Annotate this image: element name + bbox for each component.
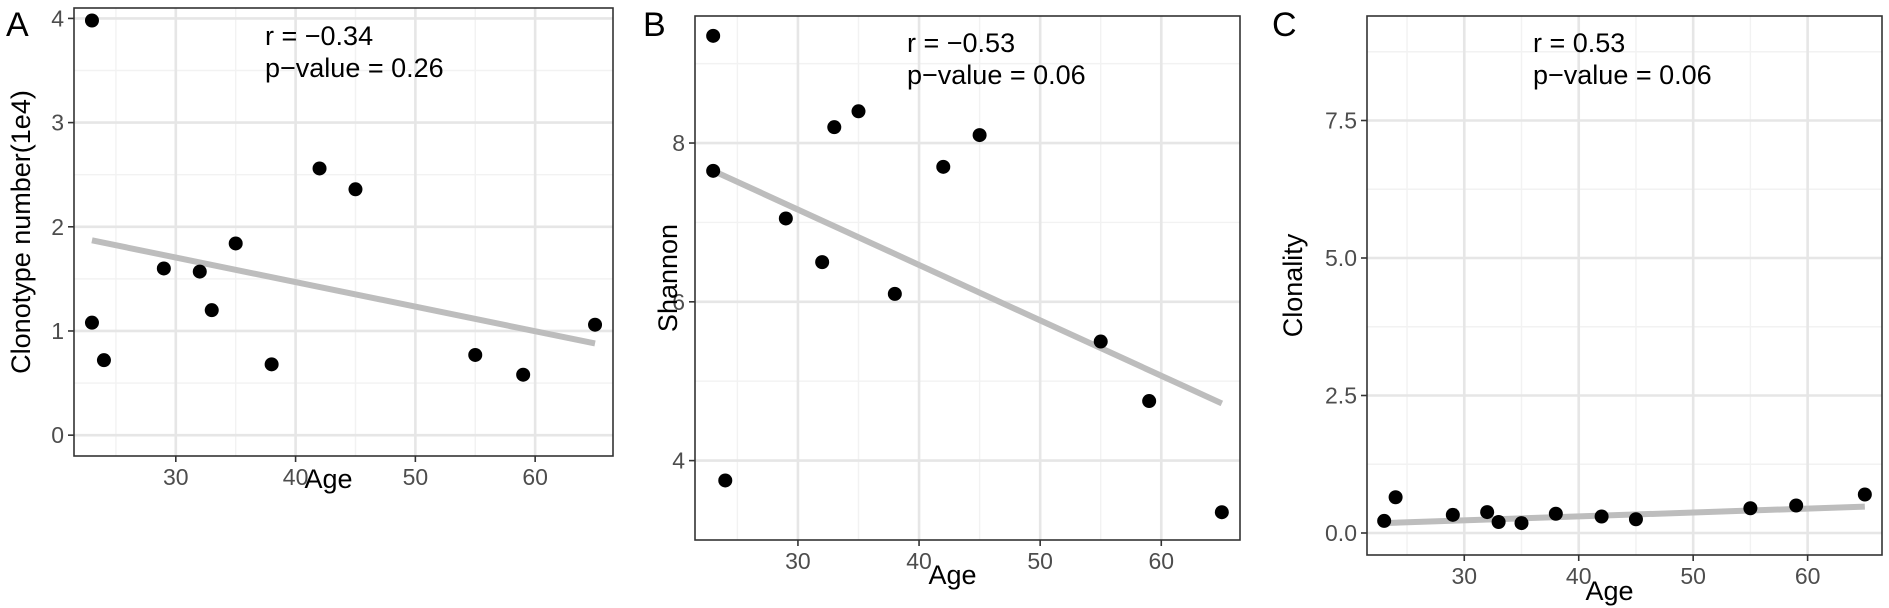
panel-a-data-point — [516, 367, 531, 382]
panel-b-x-tick-label: 60 — [1148, 548, 1174, 574]
panel-b-x-axis-title: Age — [928, 560, 976, 590]
panel-c-data-point — [1857, 487, 1872, 502]
panel-b-data-point — [887, 286, 902, 301]
panel-c-data-point — [1377, 513, 1392, 528]
panel-b-data-point — [718, 473, 733, 488]
panel-c-regression-line — [1384, 503, 1865, 527]
panel-c-stat-annotation: p−value = 0.06 — [1533, 60, 1712, 90]
panel-b-x-tick-label: 50 — [1027, 548, 1053, 574]
panel-b-x-tick-label: 30 — [785, 548, 811, 574]
panel-b-data-point — [706, 28, 721, 43]
panel-c-stat-annotation: r = 0.53 — [1533, 28, 1625, 58]
panel-a-y-tick-label: 4 — [51, 5, 64, 31]
panel-a-y-tick-label: 2 — [51, 214, 64, 240]
panel-a-x-tick-label: 30 — [163, 464, 189, 490]
panel-a-stat-annotation: p−value = 0.26 — [265, 53, 444, 83]
panel-b-data-point — [778, 211, 793, 226]
panel-c-x-tick-label: 50 — [1680, 563, 1706, 589]
panel-c-data-point — [1388, 490, 1403, 505]
panel-b-stat-annotation: p−value = 0.06 — [907, 60, 1086, 90]
panel-a-y-axis-title: Clonotype number(1e4) — [6, 90, 36, 374]
panel-b-border — [694, 15, 1241, 541]
panel-c-y-tick-label: 2.5 — [1325, 383, 1357, 409]
panel-c-letter: C — [1272, 6, 1297, 44]
panel-a-x-tick-label: 40 — [283, 464, 309, 490]
panel-a-x-tick-label: 60 — [522, 464, 548, 490]
panel-c-x-tick-label: 60 — [1795, 563, 1821, 589]
panel-c-data-point — [1445, 507, 1460, 522]
panel-c-data-point — [1514, 516, 1529, 531]
panel-b-stat-annotation: r = −0.53 — [907, 28, 1015, 58]
panel-a-stat-annotation: r = −0.34 — [265, 21, 373, 51]
panel-b-y-tick-label: 8 — [672, 130, 685, 156]
panel-c-data-point — [1594, 509, 1609, 524]
panel-c-data-point — [1548, 506, 1563, 521]
panel-c-x-axis-title: Age — [1585, 576, 1633, 606]
panel-a-letter: A — [6, 6, 29, 44]
panel-c-data-point — [1491, 515, 1506, 529]
panel-a-y-tick-label: 3 — [51, 110, 64, 136]
panel-b-y-tick-label: 6 — [672, 289, 685, 315]
panel-a-data-point — [204, 303, 219, 318]
panel-a-x-axis-title: Age — [304, 464, 352, 494]
panel-a-data-point — [468, 347, 483, 362]
panel-b-y-axis-title: Shannon — [653, 224, 683, 332]
panel-a-x-tick-label: 50 — [403, 464, 429, 490]
panel-a-data-point — [312, 161, 327, 176]
panel-c-data-point — [1480, 505, 1495, 520]
panel-a-data-point — [84, 315, 99, 330]
panel-a-y-tick-label: 0 — [51, 422, 64, 448]
panel-c-border — [1366, 15, 1883, 556]
panel-c-y-tick-label: 7.5 — [1325, 108, 1357, 134]
panel-c-x-tick-label: 40 — [1566, 563, 1592, 589]
panel-b-data-point — [1093, 334, 1108, 349]
panel-a-data-point — [96, 353, 111, 368]
panel-c-data-point — [1628, 512, 1643, 527]
panel-b-data-point — [1214, 505, 1229, 520]
panel-c-y-tick-label: 0.0 — [1325, 520, 1357, 546]
panel-c-data-point — [1743, 501, 1758, 516]
panel-b-data-point — [706, 163, 721, 178]
panel-c-x-tick-label: 30 — [1451, 563, 1477, 589]
panel-a-data-point — [348, 182, 363, 197]
panel-b-data-point — [936, 159, 951, 174]
panel-c-y-tick-label: 5.0 — [1325, 245, 1357, 271]
panel-b-data-point — [815, 255, 830, 270]
panel-c-background — [1367, 16, 1882, 555]
panel-b-letter: B — [643, 6, 666, 44]
panel-a-data-point — [228, 236, 243, 251]
panel-b-data-point — [1142, 394, 1157, 409]
panel-a-data-point — [588, 317, 603, 332]
panel-b-data-point — [972, 128, 987, 143]
panel-a-border — [73, 7, 614, 457]
panel-a-data-point — [192, 264, 207, 279]
panel-a-y-tick-label: 1 — [51, 318, 64, 344]
panel-b-data-point — [851, 104, 866, 119]
panel-c-data-point — [1789, 498, 1804, 513]
panel-c-y-axis-title: Clonality — [1278, 233, 1308, 337]
panel-a-data-point — [84, 13, 99, 28]
panel-a-data-point — [264, 357, 279, 372]
panel-b-x-tick-label: 40 — [906, 548, 932, 574]
panel-b-data-point — [827, 120, 842, 135]
panel-b-y-tick-label: 4 — [672, 448, 685, 474]
panel-b-background — [695, 16, 1240, 540]
panel-b-regression-line — [711, 168, 1224, 407]
panel-a-regression-line — [91, 237, 596, 347]
panel-a-data-point — [156, 261, 171, 276]
